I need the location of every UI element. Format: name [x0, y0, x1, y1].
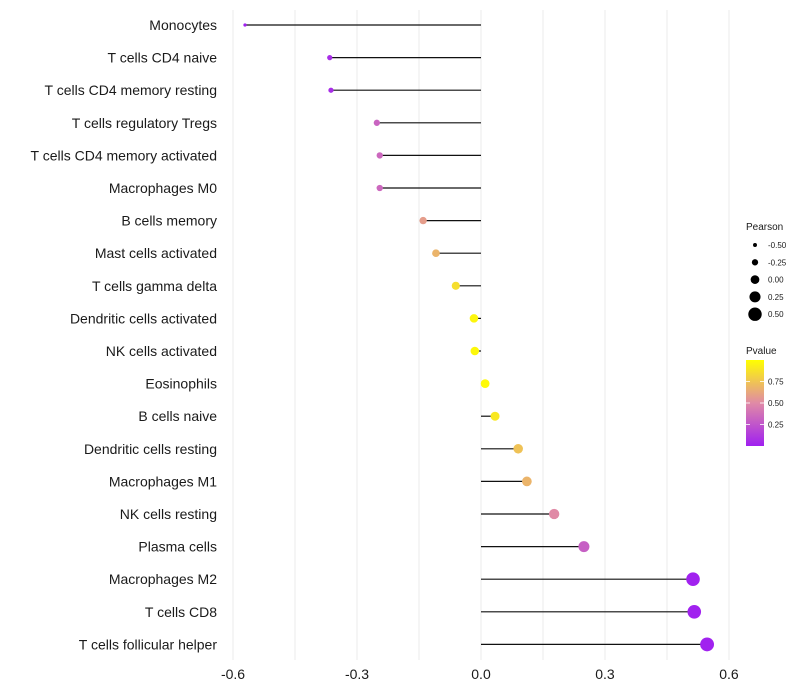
- y-axis-label: T cells follicular helper: [79, 636, 218, 652]
- lollipop-point: [686, 572, 700, 586]
- lollipop-point: [470, 346, 480, 356]
- pearson-legend-key: [748, 307, 762, 321]
- x-tick-label: 0.6: [719, 666, 739, 682]
- y-axis-label: Monocytes: [149, 17, 217, 33]
- pearson-legend-label: -0.50: [768, 241, 787, 250]
- lollipop-point: [451, 281, 460, 290]
- y-axis-label: Eosinophils: [145, 376, 217, 392]
- pearson-legend-label: 0.50: [768, 310, 784, 319]
- x-axis-ticks: -0.6 -0.3 0.0 0.3 0.6: [221, 666, 739, 682]
- lollipop-point: [327, 54, 333, 61]
- x-tick-label: 0.0: [471, 666, 491, 682]
- lollipop-point: [687, 605, 702, 619]
- lollipop-point: [490, 411, 500, 421]
- pearson-legend-key: [753, 243, 757, 247]
- y-axis-label: T cells gamma delta: [92, 278, 217, 294]
- pvalue-color-legend: Pvalue 0.25 0.50 0.75: [746, 346, 784, 446]
- x-tick-label: 0.3: [595, 666, 615, 682]
- lollipop-point: [376, 152, 383, 159]
- y-axis-label: B cells memory: [121, 213, 217, 229]
- lollipop-point: [469, 314, 479, 323]
- x-tick-label: -0.3: [345, 666, 369, 682]
- y-axis-label: T cells CD4 naive: [108, 50, 218, 66]
- y-axis-label: Dendritic cells activated: [70, 310, 217, 326]
- grid-layer: [232, 10, 730, 660]
- y-axis-label: T cells CD8: [145, 604, 217, 620]
- lollipop-point: [480, 379, 490, 388]
- pearson-size-legend: Pearson -0.50 -0.25 0.00 0.25 0.50: [746, 222, 787, 321]
- pvalue-colorbar: [746, 360, 764, 446]
- y-axis-label: NK cells activated: [106, 343, 217, 359]
- lollipop-point: [419, 216, 427, 225]
- lollipop-point: [376, 184, 383, 192]
- y-axis-label: T cells regulatory Tregs: [72, 115, 217, 131]
- y-axis-label: Plasma cells: [138, 539, 217, 555]
- lollipop-point: [513, 444, 523, 454]
- lollipop-point: [243, 23, 247, 27]
- stem-layer: [245, 24, 708, 646]
- lollipop-point: [432, 249, 440, 258]
- lollipop-point: [578, 541, 590, 553]
- pearson-legend-label: 0.00: [768, 276, 784, 285]
- pearson-legend-label: -0.25: [768, 258, 787, 267]
- y-axis-label: Macrophages M1: [109, 473, 217, 489]
- pvalue-legend-title: Pvalue: [746, 346, 777, 357]
- x-tick-label: -0.6: [221, 666, 245, 682]
- pearson-legend-label: 0.25: [768, 293, 784, 302]
- pearson-legend-title: Pearson: [746, 222, 783, 233]
- lollipop-point: [522, 476, 532, 487]
- pvalue-legend-label: 0.75: [768, 378, 784, 387]
- y-axis-label: Macrophages M0: [109, 180, 217, 196]
- pearson-legend-key: [751, 259, 759, 266]
- y-axis-label: Macrophages M2: [109, 571, 217, 587]
- point-layer: [243, 23, 715, 652]
- y-axis-label: NK cells resting: [120, 506, 217, 522]
- y-axis-label: Mast cells activated: [95, 245, 217, 261]
- pvalue-legend-label: 0.25: [768, 421, 784, 430]
- pearson-legend-key: [749, 291, 761, 303]
- y-axis-label: Dendritic cells resting: [84, 441, 217, 457]
- y-axis-label: B cells naive: [138, 408, 217, 424]
- pearson-legend-key: [750, 275, 760, 284]
- lollipop-point: [373, 119, 380, 126]
- y-axis-label: T cells CD4 memory activated: [31, 147, 217, 163]
- y-axis-labels: Monocytes T cells CD4 naive T cells CD4 me…: [31, 17, 218, 652]
- pvalue-legend-label: 0.50: [768, 399, 784, 408]
- y-axis-label: T cells CD4 memory resting: [45, 82, 217, 98]
- lollipop-point: [548, 508, 560, 520]
- lollipop-point: [700, 637, 715, 652]
- lollipop-point: [328, 87, 334, 93]
